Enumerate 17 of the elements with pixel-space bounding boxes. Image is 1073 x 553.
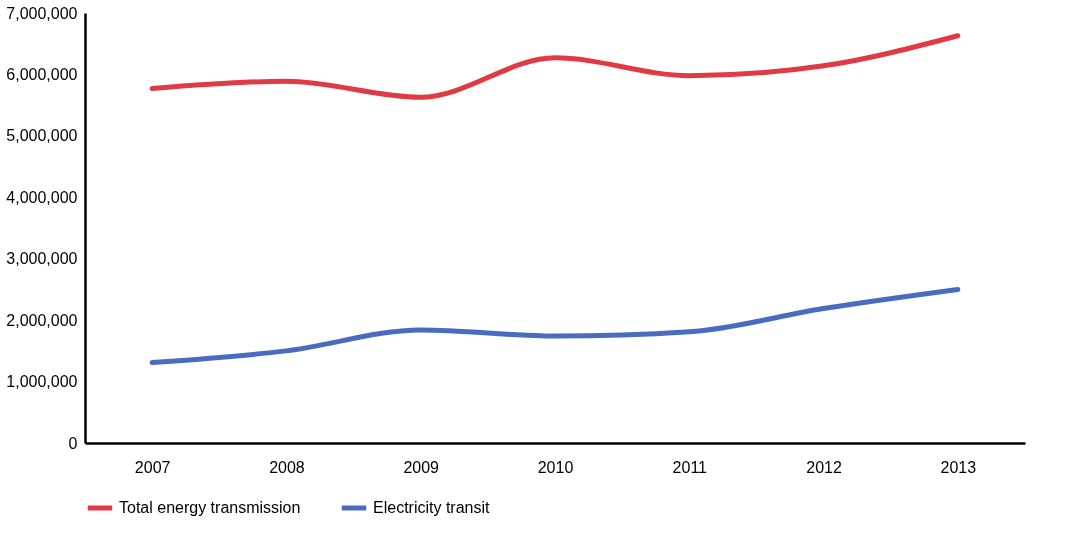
y-tick-label: 1,000,000 <box>6 373 78 391</box>
x-tick-label: 2010 <box>537 458 574 476</box>
x-tick-label: 2007 <box>134 458 171 476</box>
x-tick-label: 2012 <box>806 458 842 476</box>
y-tick-label: 4,000,000 <box>6 188 78 206</box>
y-tick-label: 3,000,000 <box>6 250 78 268</box>
y-tick-label: 5,000,000 <box>6 127 78 145</box>
y-tick-label: 7,000,000 <box>6 4 78 22</box>
x-tick-label: 2009 <box>403 458 440 476</box>
x-tick-label: 2008 <box>269 458 305 476</box>
y-tick-label: 0 <box>68 434 78 452</box>
x-tick-label: 2013 <box>940 458 977 476</box>
legend-label: Total energy transmission <box>119 499 301 516</box>
y-tick-label: 2,000,000 <box>6 311 78 329</box>
y-tick-label: 6,000,000 <box>6 65 78 83</box>
legend-label: Electricity transit <box>373 499 491 516</box>
x-tick-label: 2011 <box>672 458 708 476</box>
